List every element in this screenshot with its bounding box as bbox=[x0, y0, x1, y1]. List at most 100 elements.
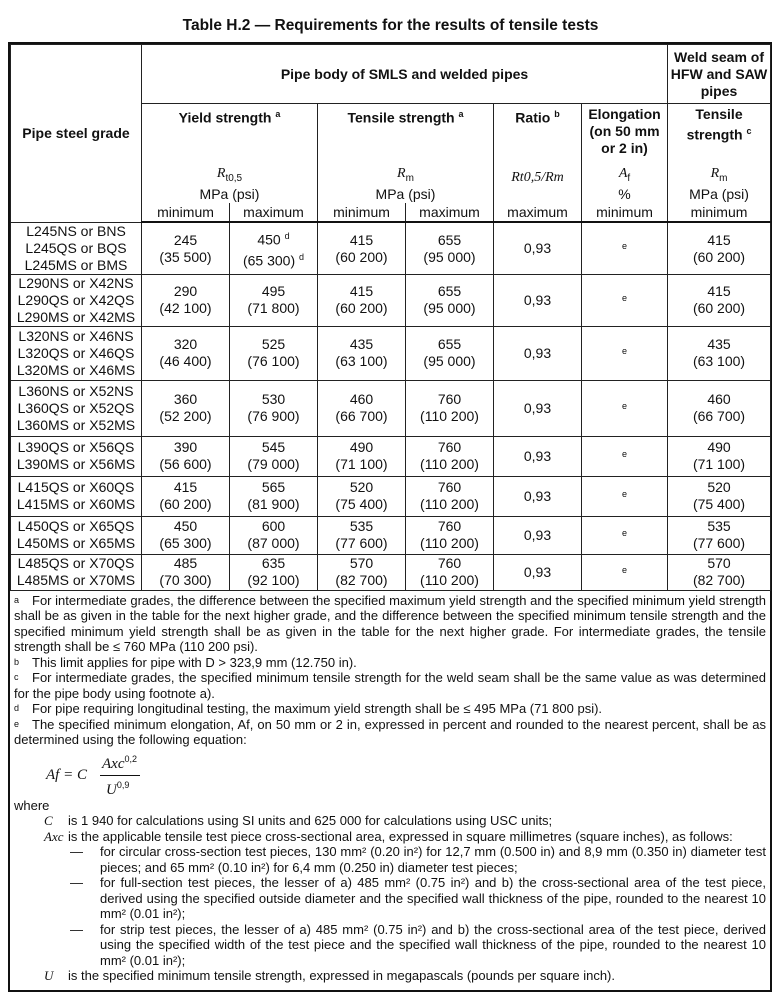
table-row: L390QS or X56QS L390MS or X56MS 390 (56 600… bbox=[10, 435, 772, 477]
header-weld-seam: Weld seam of HFW and SAW pipes bbox=[667, 44, 772, 104]
ratio-cell: 0,93 bbox=[493, 325, 582, 381]
header-tensile: Tensile strength a bbox=[317, 103, 494, 164]
yield-min-cell: 320 (46 400) bbox=[141, 325, 230, 381]
table-row: L320NS or X46NS L320QS or X46QS L320MS or … bbox=[10, 325, 772, 381]
yield-max-cell: 565 (81 900) bbox=[229, 475, 318, 517]
tensile-max-cell: 655 (95 000) bbox=[405, 273, 494, 327]
yield-min-cell: 450 (65 300) bbox=[141, 515, 230, 555]
tensile-max-cell: 760 (110 200) bbox=[405, 435, 494, 477]
elongation-cell: e bbox=[580, 435, 669, 477]
grade-cell: L290NS or X42NS L290QS or X42QS L290MS or … bbox=[10, 273, 142, 327]
tensile-max-cell: 760 (110 200) bbox=[405, 379, 494, 437]
weld-tensile-cell: 570 (82 700) bbox=[667, 553, 772, 591]
footnote-a: a For intermediate grades, the difference… bbox=[14, 592, 766, 655]
yield-max-cell: 545 (79 000) bbox=[229, 435, 318, 477]
header-yield: Yield strength a bbox=[141, 103, 318, 164]
col-elong-min: minimum bbox=[580, 203, 669, 224]
ratio-cell: 0,93 bbox=[493, 515, 582, 555]
col-ys-max: maximum bbox=[229, 203, 318, 224]
tensile-min-cell: 535 (77 600) bbox=[317, 515, 406, 555]
header-ratio: Ratio b bbox=[493, 103, 582, 164]
footnote-e: e The specified minimum elongation, Af, o… bbox=[14, 716, 766, 748]
yield-max-cell: 525 (76 100) bbox=[229, 325, 318, 381]
elongation-cell: e bbox=[580, 515, 669, 555]
where-item-2: — for full-section test pieces, the lesse… bbox=[70, 875, 766, 922]
table-row: L290NS or X42NS L290QS or X42QS L290MS or … bbox=[10, 273, 772, 327]
table-row: L245NS or BNS L245QS or BQS L245MS or BMS 2… bbox=[10, 221, 772, 275]
grade-cell: L245NS or BNS L245QS or BQS L245MS or BMS bbox=[10, 221, 142, 275]
footnote-c: c For intermediate grades, the specified … bbox=[14, 670, 766, 701]
header-pipe-body: Pipe body of SMLS and welded pipes bbox=[140, 44, 669, 104]
grade-cell: L485QS or X70QS L485MS or X70MS bbox=[10, 553, 142, 591]
elongation-cell: e bbox=[580, 325, 669, 381]
grade-cell: L450QS or X65QS L450MS or X65MS bbox=[10, 515, 142, 555]
yield-min-cell: 485 (70 300) bbox=[141, 553, 230, 591]
tensile-min-cell: 520 (75 400) bbox=[317, 475, 406, 517]
footnotes: a For intermediate grades, the difference… bbox=[10, 591, 770, 990]
ratio-cell: 0,93 bbox=[493, 475, 582, 517]
table-row: L450QS or X65QS L450MS or X65MS 450 (65 300… bbox=[10, 515, 772, 555]
yield-max-cell: 450 d (65 300) d bbox=[229, 221, 318, 275]
grade-cell: L415QS or X60QS L415MS or X60MS bbox=[10, 475, 142, 517]
yield-min-cell: 390 (56 600) bbox=[141, 435, 230, 477]
tensile-max-cell: 655 (95 000) bbox=[405, 325, 494, 381]
col-weld-min: minimum bbox=[667, 203, 772, 224]
table-row: L415QS or X60QS L415MS or X60MS 415 (60 200… bbox=[10, 475, 772, 517]
yield-min-cell: 245 (35 500) bbox=[141, 221, 230, 275]
tensile-min-cell: 460 (66 700) bbox=[317, 379, 406, 437]
unit-weld: Rm MPa (psi) bbox=[667, 163, 772, 204]
tensile-min-cell: 490 (71 100) bbox=[317, 435, 406, 477]
weld-tensile-cell: 415 (60 200) bbox=[667, 221, 772, 275]
col-ts-min: minimum bbox=[317, 203, 406, 224]
ratio-cell: 0,93 bbox=[493, 379, 582, 437]
where-axc: Axc is the applicable tensile test piece … bbox=[44, 828, 733, 844]
tensile-max-cell: 760 (110 200) bbox=[405, 475, 494, 517]
ratio-cell: 0,93 bbox=[493, 273, 582, 327]
table-row: L485QS or X70QS L485MS or X70MS 485 (70 300… bbox=[10, 553, 772, 591]
header-grade: Pipe steel grade bbox=[10, 44, 142, 223]
tensile-min-cell: 415 (60 200) bbox=[317, 273, 406, 327]
weld-tensile-cell: 535 (77 600) bbox=[667, 515, 772, 555]
ratio-cell: 0,93 bbox=[493, 221, 582, 275]
tensile-max-cell: 760 (110 200) bbox=[405, 553, 494, 591]
yield-min-cell: 360 (52 200) bbox=[141, 379, 230, 437]
unit-tensile: Rm MPa (psi) bbox=[317, 163, 494, 204]
yield-max-cell: 530 (76 900) bbox=[229, 379, 318, 437]
grade-cell: L390QS or X56QS L390MS or X56MS bbox=[10, 435, 142, 477]
tensile-max-cell: 760 (110 200) bbox=[405, 515, 494, 555]
elongation-cell: e bbox=[580, 379, 669, 437]
elongation-equation: Af = C Axc0,2 U0,9 bbox=[14, 748, 766, 798]
unit-yield: Rt0,5 MPa (psi) bbox=[141, 163, 318, 204]
yield-min-cell: 415 (60 200) bbox=[141, 475, 230, 517]
header-elongation: Elongation (on 50 mm or 2 in) bbox=[580, 103, 669, 164]
footnote-d: d For pipe requiring longitudinal testing… bbox=[14, 701, 603, 717]
where-label: where bbox=[14, 797, 50, 813]
unit-ratio: Rt0,5/Rm bbox=[493, 163, 582, 204]
ratio-cell: 0,93 bbox=[493, 553, 582, 591]
yield-max-cell: 635 (92 100) bbox=[229, 553, 318, 591]
weld-tensile-cell: 435 (63 100) bbox=[667, 325, 772, 381]
yield-min-cell: 290 (42 100) bbox=[141, 273, 230, 327]
footnote-b: b This limit applies for pipe with D > 32… bbox=[14, 654, 357, 670]
yield-max-cell: 600 (87 000) bbox=[229, 515, 318, 555]
grade-cell: L320NS or X46NS L320QS or X46QS L320MS or … bbox=[10, 325, 142, 381]
tensile-min-cell: 435 (63 100) bbox=[317, 325, 406, 381]
tensile-requirements-table: Pipe steel grade Pipe body of SMLS and w… bbox=[8, 42, 772, 992]
col-ys-min: minimum bbox=[141, 203, 230, 224]
grade-cell: L360NS or X52NS L360QS or X52QS L360MS or … bbox=[10, 379, 142, 437]
weld-tensile-cell: 490 (71 100) bbox=[667, 435, 772, 477]
elongation-cell: e bbox=[580, 475, 669, 517]
table-title: Table H.2 — Requirements for the results… bbox=[182, 17, 599, 34]
tensile-min-cell: 570 (82 700) bbox=[317, 553, 406, 591]
col-ratio-max: maximum bbox=[493, 203, 582, 224]
table-row: L360NS or X52NS L360QS or X52QS L360MS or … bbox=[10, 379, 772, 437]
where-item-3: — for strip test pieces, the lesser of a)… bbox=[70, 921, 766, 968]
ratio-cell: 0,93 bbox=[493, 435, 582, 477]
elongation-cell: e bbox=[580, 221, 669, 275]
header-weld-tensile: Tensile strength c bbox=[667, 103, 772, 164]
elongation-cell: e bbox=[580, 553, 669, 591]
tensile-min-cell: 415 (60 200) bbox=[317, 221, 406, 275]
weld-tensile-cell: 415 (60 200) bbox=[667, 273, 772, 327]
